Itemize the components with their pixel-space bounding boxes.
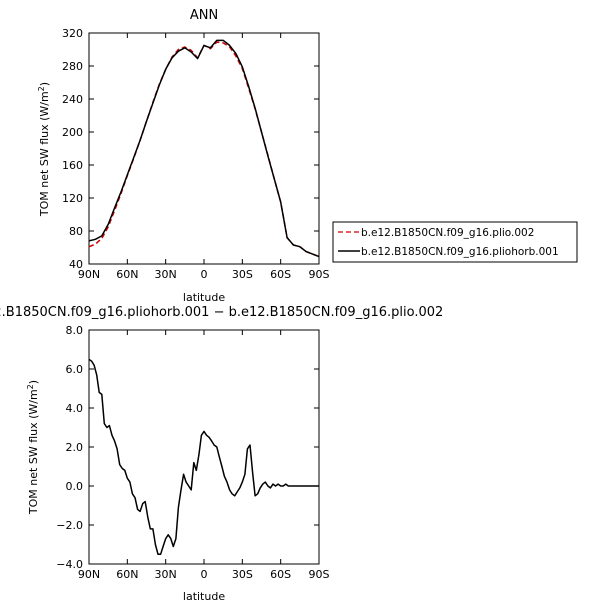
top-x-tick-label: 60N: [116, 268, 138, 281]
legend-box: [332, 221, 578, 263]
top-y-tick-label: 240: [62, 93, 83, 106]
top-x-axis-label: latitude: [183, 291, 225, 304]
bottom-panel: b.e12.B1850CN.f09_g16.pliohorb.001 − b.e…: [0, 305, 443, 603]
legend-label-pliohorb: b.e12.B1850CN.f09_g16.pliohorb.001: [361, 246, 559, 258]
top-panel-title: ANN: [190, 8, 218, 23]
top-x-tick-label: 90N: [78, 268, 100, 281]
top-panel: ANN 90N 60N 30N 0 30S 60S 90S 40 80 120 160 200 240 2…: [37, 8, 330, 304]
bottom-x-tick-label: 0: [201, 568, 208, 581]
top-series-line-2: [88, 39, 320, 258]
bottom-y-tick-label: −4.0: [56, 558, 83, 571]
top-y-tick-label: 200: [62, 126, 83, 139]
top-y-tick-label: 80: [69, 225, 83, 238]
legend-label-plio: b.e12.B1850CN.f09_g16.plio.002: [361, 227, 534, 239]
bottom-axis-ticks: 90N 60N 30N 0 30S 60S 90S −4.0 −2.0 0.0 2.0 4.0 6.0 8…: [56, 324, 329, 581]
bottom-y-tick-label: 8.0: [66, 324, 84, 337]
top-x-tick-label: 90S: [309, 268, 330, 281]
top-y-tick-label: 280: [62, 60, 83, 73]
bottom-x-tick-label: 30N: [155, 568, 177, 581]
top-y-tick-label: 320: [62, 27, 83, 40]
top-plot-frame: [88, 32, 320, 265]
legend: b.e12.B1850CN.f09_g16.plio.002 b.e12.B18…: [332, 221, 578, 263]
top-series-lines: [88, 39, 320, 258]
bottom-y-tick-label: 6.0: [66, 363, 84, 376]
bottom-x-tick-label: 90N: [78, 568, 100, 581]
bottom-x-tick-label: 60N: [116, 568, 138, 581]
top-y-axis-label: TOM net SW flux (W/m2): [37, 82, 51, 217]
bottom-y-axis-label: TOM net SW flux (W/m2): [26, 380, 40, 515]
bottom-x-tick-label: 30S: [232, 568, 253, 581]
bottom-plot-frame: [88, 329, 320, 565]
bottom-x-tick-label: 60S: [270, 568, 291, 581]
top-y-tick-label: 160: [62, 159, 83, 172]
bottom-series-line-1: [88, 358, 319, 556]
bottom-y-tick-label: −2.0: [56, 519, 83, 532]
bottom-panel-title: b.e12.B1850CN.f09_g16.pliohorb.001 − b.e…: [0, 305, 443, 320]
top-x-tick-label: 0: [201, 268, 208, 281]
bottom-y-tick-label: 4.0: [66, 402, 84, 415]
bottom-series-lines: [88, 358, 319, 556]
bottom-x-tick-label: 90S: [309, 568, 330, 581]
top-y-tick-label: 120: [62, 192, 83, 205]
top-axis-ticks: 90N 60N 30N 0 30S 60S 90S 40 80 120 160 200 240 280 32…: [62, 27, 330, 281]
bottom-y-tick-label: 2.0: [66, 441, 84, 454]
bottom-y-tick-label: 0.0: [66, 480, 84, 493]
top-x-tick-label: 60S: [270, 268, 291, 281]
bottom-x-axis-label: latitude: [183, 590, 225, 603]
top-x-tick-label: 30S: [232, 268, 253, 281]
top-y-tick-label: 40: [69, 258, 83, 271]
top-x-tick-label: 30N: [155, 268, 177, 281]
